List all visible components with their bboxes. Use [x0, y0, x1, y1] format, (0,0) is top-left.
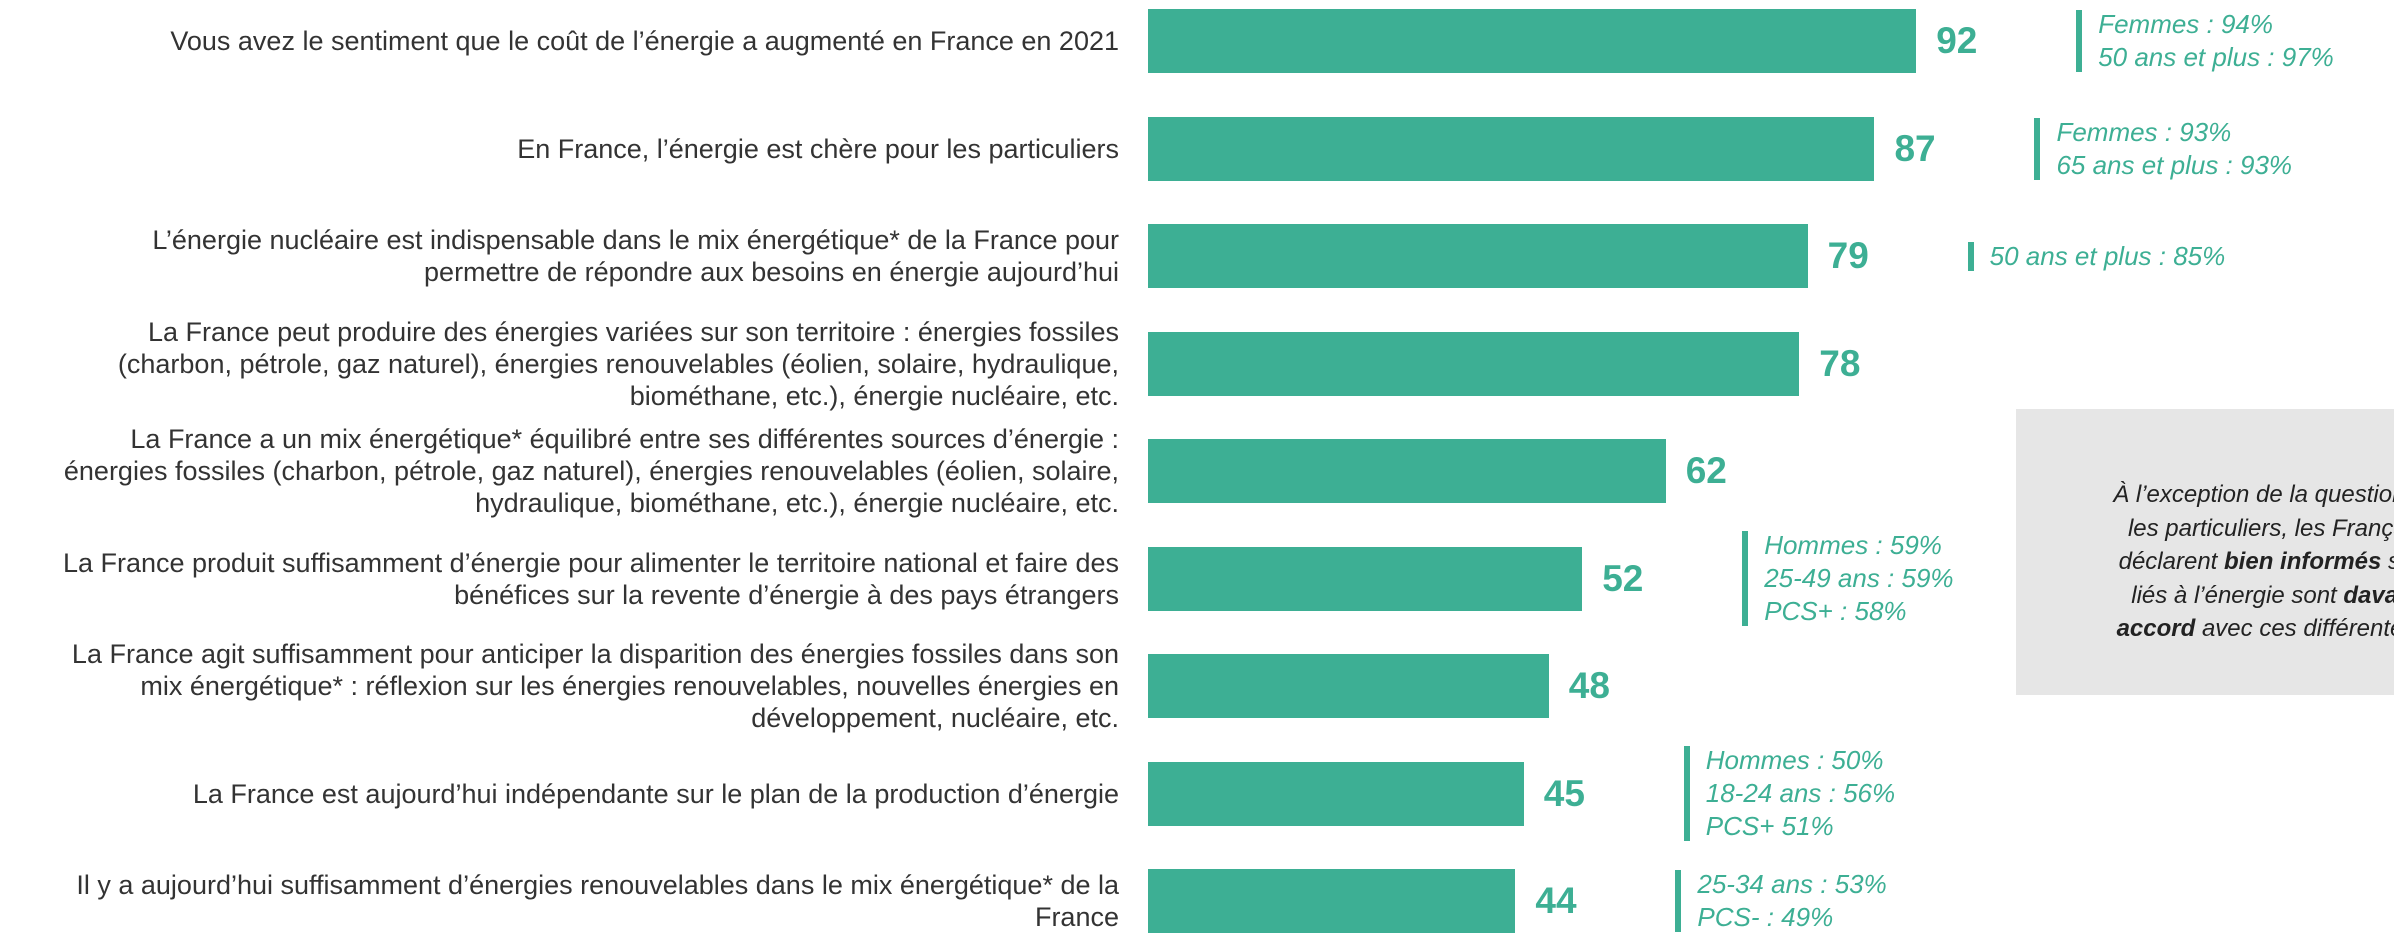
annotation: Femmes : 93% [2056, 116, 2232, 147]
annotation: Hommes : 59% [1764, 530, 1942, 560]
bar [1148, 869, 1516, 933]
bar [1148, 439, 1666, 503]
annotation: PCS- : 49% [1697, 902, 1834, 932]
note-line: les particuliers, les Français [2016, 515, 2394, 543]
bar [1148, 9, 1917, 73]
bar [1148, 654, 1549, 718]
value-label: 45 [1543, 772, 1585, 814]
category-label: permettre de répondre aux besoins en éne… [424, 257, 1119, 287]
annotation: 25-34 ans : 53% [1697, 869, 1887, 899]
category-label: mix énergétique* : réflexion sur les éne… [140, 671, 1119, 701]
note-line: accord avec ces différentes a [2016, 615, 2394, 643]
value-label: 79 [1827, 235, 1869, 276]
note-line: À l’exception de la question du [2016, 481, 2394, 509]
note-box: À l’exception de la question du les parti… [2016, 409, 2394, 695]
value-label: 62 [1685, 450, 1727, 491]
category-label: L’énergie nucléaire est indispensable da… [152, 225, 1119, 255]
note-text: sur l [2381, 548, 2394, 575]
category-label: La France produit suffisamment d’énergie… [62, 547, 1119, 578]
annotation: Femmes : 94% [2098, 9, 2274, 39]
category-label: La France agit suffisamment pour anticip… [71, 639, 1119, 669]
note-text: avec ces différentes a [2201, 615, 2394, 643]
note-text: accord [2116, 615, 2196, 643]
category-label: (charbon, pétrole, gaz naturel), énergie… [117, 348, 1119, 379]
annotation: 50 ans et plus : 85% [1989, 240, 2226, 271]
category-label: France [1034, 902, 1119, 932]
bar [1148, 761, 1524, 826]
category-label: bénéfices sur la revente d’énergie à des… [454, 579, 1119, 610]
category-label: biométhane, etc.), énergie nucléaire, et… [629, 380, 1119, 411]
annotation: 65 ans et plus : 93% [2056, 149, 2293, 180]
category-label: hydraulique, biométhane, etc.), énergie … [475, 488, 1119, 518]
value-label: 44 [1535, 880, 1577, 921]
annotation: 25-49 ans : 59% [1764, 563, 1954, 593]
bar [1148, 116, 1875, 181]
annotation-bar [2034, 117, 2041, 180]
note-text: liés à l’énergie sont [2131, 581, 2344, 609]
note-text: les particuliers, les Français [2127, 514, 2394, 542]
annotation-bar [1675, 870, 1682, 932]
category-label: La France est aujourd’hui indépendante s… [192, 778, 1119, 809]
bar [1148, 546, 1583, 611]
value-label: 92 [1936, 20, 1978, 61]
note-line: liés à l’énergie sont davant [2016, 582, 2394, 610]
category-label: Il y a aujourd’hui suffisamment d’énergi… [76, 870, 1119, 900]
bar [1148, 331, 1800, 396]
category-label: En France, l’énergie est chère pour les … [517, 133, 1119, 164]
annotation: PCS+ 51% [1705, 811, 1834, 841]
annotation-bar [1683, 746, 1690, 841]
annotation-bar [2076, 10, 2083, 72]
note-text: déclarent [2118, 548, 2225, 576]
value-label: 48 [1568, 665, 1610, 706]
value-label: 87 [1894, 127, 1936, 169]
annotation: 50 ans et plus : 97% [2098, 42, 2334, 72]
annotation-bar [1967, 241, 1974, 271]
value-label: 52 [1602, 557, 1644, 599]
category-label: énergies fossiles (charbon, pétrole, gaz… [63, 456, 1119, 486]
category-label: La France peut produire des énergies var… [148, 316, 1119, 347]
note-line: déclarent bien informés sur l [2016, 548, 2394, 576]
category-label: développement, nucléaire, etc. [751, 703, 1119, 733]
value-label: 78 [1819, 342, 1861, 384]
annotation: Hommes : 50% [1705, 745, 1884, 775]
annotation: 18-24 ans : 56% [1705, 778, 1896, 808]
note-text: À l’exception de la question du [2113, 481, 2394, 508]
category-label: Vous avez le sentiment que le coût de l’… [170, 26, 1119, 56]
category-label: La France a un mix énergétique* équilibr… [130, 424, 1119, 454]
bar [1148, 224, 1808, 288]
note-text: davant [2343, 581, 2394, 609]
annotation-bar [1742, 531, 1749, 626]
annotation: PCS+ : 58% [1764, 596, 1907, 626]
note-text: bien informés [2224, 548, 2382, 576]
